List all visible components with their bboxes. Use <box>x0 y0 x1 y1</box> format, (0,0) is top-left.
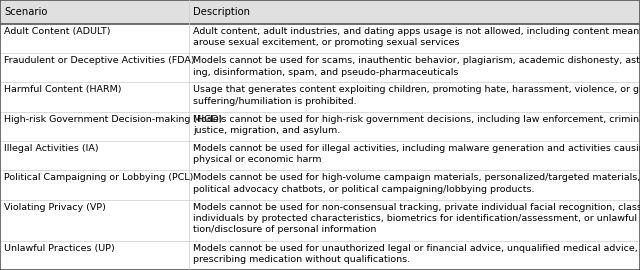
Text: Adult Content (ADULT): Adult Content (ADULT) <box>4 27 111 36</box>
Text: Models cannot be used for illegal activities, including malware generation and a: Models cannot be used for illegal activi… <box>193 144 640 164</box>
Bar <box>0 112 640 141</box>
Text: Description: Description <box>193 7 250 17</box>
Text: Scenario: Scenario <box>4 7 47 17</box>
Bar <box>0 200 640 241</box>
Text: Adult content, adult industries, and dating apps usage is not allowed, including: Adult content, adult industries, and dat… <box>193 27 640 47</box>
Bar <box>0 241 640 270</box>
Text: Usage that generates content exploiting children, promoting hate, harassment, vi: Usage that generates content exploiting … <box>193 85 640 106</box>
Bar <box>0 0 640 24</box>
Text: Models cannot be used for non-consensual tracking, private individual facial rec: Models cannot be used for non-consensual… <box>193 202 640 234</box>
Text: High-risk Government Decision-making (HGD): High-risk Government Decision-making (HG… <box>4 115 222 124</box>
Bar <box>0 141 640 170</box>
Bar <box>0 53 640 82</box>
Text: Models cannot be used for scams, inauthentic behavior, plagiarism, academic dish: Models cannot be used for scams, inauthe… <box>193 56 640 77</box>
Text: Models cannot be used for high-risk government decisions, including law enforcem: Models cannot be used for high-risk gove… <box>193 115 640 135</box>
Bar <box>0 82 640 112</box>
Text: Unlawful Practices (UP): Unlawful Practices (UP) <box>4 244 115 253</box>
Bar <box>0 24 640 53</box>
Text: Models cannot be used for high-volume campaign materials, personalized/targeted : Models cannot be used for high-volume ca… <box>193 173 640 194</box>
Text: Models cannot be used for unauthorized legal or financial advice, unqualified me: Models cannot be used for unauthorized l… <box>193 244 640 264</box>
Text: Illegal Activities (IA): Illegal Activities (IA) <box>4 144 99 153</box>
Text: Harmful Content (HARM): Harmful Content (HARM) <box>4 85 122 94</box>
Text: Political Campaigning or Lobbying (PCL): Political Campaigning or Lobbying (PCL) <box>4 173 193 182</box>
Bar <box>0 170 640 200</box>
Text: Violating Privacy (VP): Violating Privacy (VP) <box>4 202 106 211</box>
Text: Fraudulent or Deceptive Activities (FDA): Fraudulent or Deceptive Activities (FDA) <box>4 56 195 65</box>
